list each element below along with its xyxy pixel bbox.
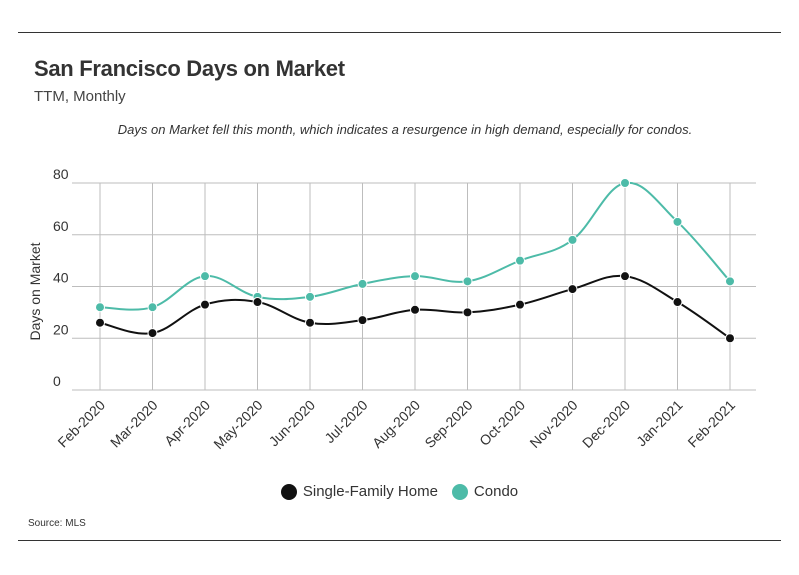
point-condo-Jun-2020: [305, 291, 315, 302]
point-condo-Sep-2020: [462, 276, 473, 287]
top-rule: [18, 32, 781, 33]
point-condo-Feb-2021: [725, 276, 735, 287]
legend-label-condo: Condo: [473, 483, 519, 500]
legend-swatch-condo: [451, 483, 468, 500]
x-tick-label-Jun-2020: Jun-2020: [266, 397, 319, 450]
point-single-family-May-2020: [252, 297, 263, 308]
point-single-family-Dec-2020: [620, 271, 630, 282]
point-condo-Jan-2021: [672, 216, 683, 227]
source-note: Source: MLS: [28, 518, 86, 529]
point-single-family-Apr-2020: [200, 299, 210, 310]
point-single-family-Jan-2021: [672, 297, 683, 308]
x-tick-label-Feb-2020: Feb-2020: [54, 397, 108, 451]
point-condo-Oct-2020: [515, 255, 525, 266]
chart-annotation: Days on Market fell this month, which in…: [117, 122, 693, 137]
point-condo-Jul-2020: [357, 278, 368, 289]
legend-item-condo: Condo: [451, 483, 519, 500]
x-tick-label-Jul-2020: Jul-2020: [321, 397, 370, 446]
y-tick-label-60: 60: [53, 218, 69, 234]
point-condo-Mar-2020: [147, 302, 158, 313]
x-tick-label-May-2020: May-2020: [210, 397, 265, 452]
x-tick-label-Mar-2020: Mar-2020: [107, 397, 161, 451]
point-single-family-Feb-2021: [725, 333, 735, 344]
point-condo-Feb-2020: [95, 302, 105, 313]
point-condo-Dec-2020: [620, 178, 630, 188]
x-tick-label-Dec-2020: Dec-2020: [579, 397, 633, 451]
x-tick-label-Nov-2020: Nov-2020: [526, 397, 580, 451]
y-tick-label-80: 80: [53, 166, 69, 182]
x-tick-label-Apr-2020: Apr-2020: [161, 397, 213, 449]
y-tick-label-40: 40: [53, 270, 69, 286]
x-tick-label-Sep-2020: Sep-2020: [421, 397, 475, 451]
point-single-family-Feb-2020: [95, 317, 105, 328]
point-single-family-Jul-2020: [357, 315, 368, 326]
x-tick-label-Feb-2021: Feb-2021: [684, 397, 738, 451]
chart-subtitle: TTM, Monthly: [34, 88, 126, 105]
point-single-family-Oct-2020: [515, 299, 525, 310]
point-condo-Aug-2020: [410, 271, 420, 282]
legend-label-single-family: Single-Family Home: [302, 483, 438, 500]
x-tick-label-Aug-2020: Aug-2020: [369, 397, 423, 451]
chart-title: San Francisco Days on Market: [34, 56, 345, 81]
point-single-family-Mar-2020: [147, 328, 158, 339]
x-tick-label-Jan-2021: Jan-2021: [633, 397, 686, 450]
y-axis-title: Days on Market: [27, 242, 43, 340]
x-tick-label-Oct-2020: Oct-2020: [476, 397, 528, 449]
point-single-family-Nov-2020: [567, 284, 578, 295]
point-single-family-Aug-2020: [410, 304, 420, 315]
point-single-family-Jun-2020: [305, 317, 315, 328]
legend-item-single-family: Single-Family Home: [280, 483, 438, 500]
bottom-rule: [18, 540, 781, 541]
y-tick-label-0: 0: [53, 373, 61, 389]
point-condo-Nov-2020: [567, 234, 578, 245]
point-single-family-Sep-2020: [462, 307, 473, 318]
legend-swatch-single-family: [280, 483, 297, 500]
point-condo-Apr-2020: [200, 271, 210, 282]
y-tick-label-20: 20: [53, 321, 69, 337]
legend: Single-Family Home Condo: [0, 483, 799, 500]
